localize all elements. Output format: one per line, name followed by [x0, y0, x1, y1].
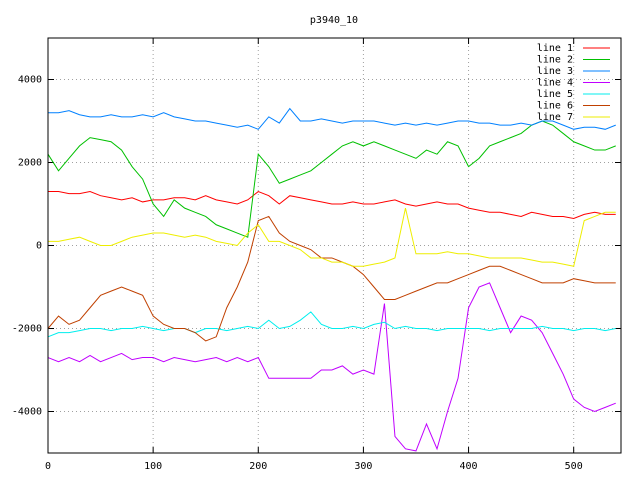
legend-label: line 2	[537, 55, 573, 66]
series-line	[47, 311, 616, 338]
series-line	[48, 208, 616, 267]
series-line	[47, 282, 616, 452]
y-tick-label: -2000	[12, 324, 42, 335]
series-line	[47, 120, 616, 238]
series-line	[48, 190, 616, 220]
legend-label: line 4	[537, 78, 573, 89]
x-tick-label: 100	[144, 461, 162, 472]
y-tick-label: 4000	[18, 75, 42, 86]
x-tick-label: 200	[249, 461, 267, 472]
series-line	[47, 215, 616, 342]
legend-label: line 5	[537, 89, 573, 100]
x-tick-label: 0	[45, 461, 51, 472]
plot-frame	[47, 37, 622, 454]
y-tick-label: 2000	[18, 158, 42, 169]
x-tick-label: 500	[565, 461, 583, 472]
y-tick-label: 0	[36, 241, 42, 252]
y-tick-label: -4000	[12, 407, 42, 418]
x-tick-label: 300	[354, 461, 372, 472]
chart-title: p3940_10	[310, 15, 358, 26]
legend-label: line 7	[537, 112, 573, 123]
legend-label: line 3	[537, 66, 573, 77]
x-tick-label: 400	[460, 461, 478, 472]
legend-label: line 6	[537, 101, 573, 112]
legend-label: line 1	[537, 43, 573, 54]
series-line	[48, 107, 616, 130]
